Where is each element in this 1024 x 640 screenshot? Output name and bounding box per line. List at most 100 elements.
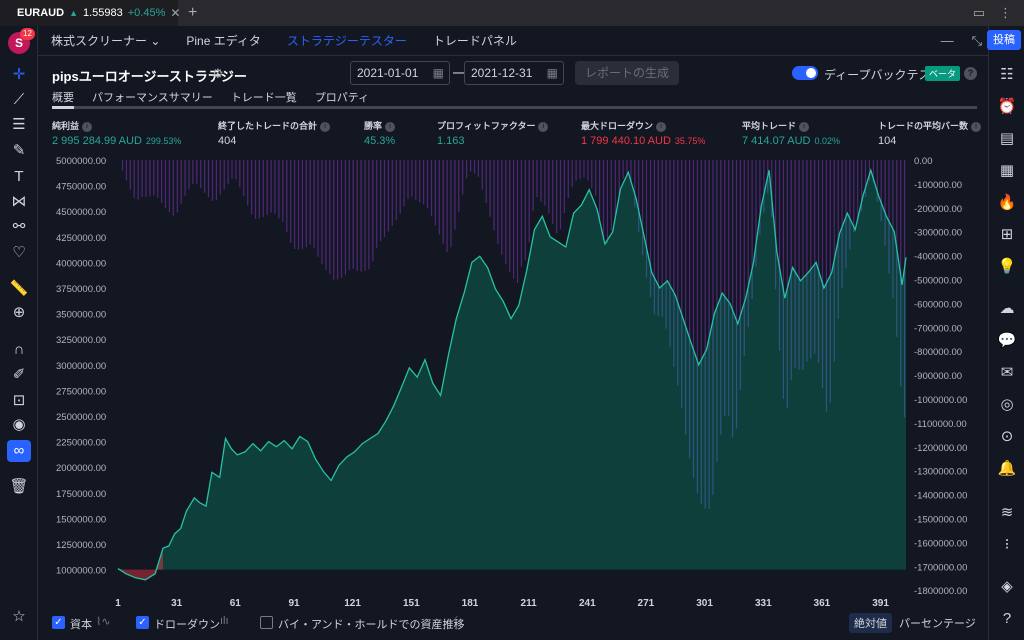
drawdown-bar — [235, 160, 237, 180]
calendar-icon[interactable]: ▦ — [432, 66, 444, 80]
drawdown-overlap-bar — [653, 276, 655, 315]
fib-retracement-icon[interactable]: ☰ — [12, 116, 26, 133]
drawdown-bar — [493, 160, 495, 231]
drawdown-bar — [423, 160, 425, 205]
calendar-icon[interactable]: ▦ — [999, 162, 1015, 179]
drawdown-bar — [657, 160, 659, 317]
pine-icon[interactable]: ≋ — [1000, 504, 1014, 521]
magnet-icon[interactable]: ∩ — [13, 341, 25, 358]
y-right-tick-label: -1400000.00 — [914, 491, 967, 502]
tab-stock-screener[interactable]: 株式スクリーナー ⌄ — [51, 34, 161, 48]
drawdown-bar — [313, 160, 315, 248]
link-icon[interactable]: ∞ — [7, 440, 31, 462]
date-from-field[interactable]: 2021-01-01 ▦ — [350, 61, 450, 85]
news-icon[interactable]: ▤ — [999, 130, 1015, 147]
drawdown-overlap-bar — [853, 225, 855, 233]
drawdown-bar — [196, 160, 198, 184]
x-tick-label: 181 — [462, 598, 479, 609]
drawdown-bar — [426, 160, 429, 209]
heart-icon[interactable]: ♡ — [12, 244, 26, 261]
generate-report-button[interactable]: レポートの生成 — [575, 61, 679, 85]
drawdown-bar — [157, 160, 159, 198]
close-tab-icon[interactable]: ✕ — [170, 6, 181, 20]
help-icon[interactable]: ? — [964, 67, 977, 80]
calendar-icon[interactable]: ▦ — [546, 66, 558, 80]
browser-tab[interactable]: EURAUD ▲ 1.55983 +0.45% ✕ — [0, 0, 181, 26]
drawdown-overlap-bar — [798, 277, 800, 370]
percentage-button[interactable]: パーセンテージ — [899, 618, 976, 630]
info-icon[interactable]: i — [82, 121, 93, 132]
trendline-icon[interactable]: ⟋ — [13, 91, 25, 108]
broadcast-icon[interactable]: ⊙ — [1000, 428, 1014, 445]
subtab-properties[interactable]: プロパティ — [314, 92, 370, 104]
watchlist-icon[interactable]: ☷ — [1000, 66, 1014, 83]
layout-icon[interactable]: ▭ — [972, 5, 985, 20]
drawdown-overlap-bar — [857, 221, 859, 223]
hotlist-icon[interactable]: 🔥 — [997, 194, 1017, 211]
drawdown-bar — [466, 160, 468, 179]
more-icon[interactable]: ⋮ — [999, 5, 1012, 20]
drawdown-bar — [790, 160, 792, 381]
collapse-icon[interactable]: ⤡ — [971, 32, 982, 48]
drawdown-bar — [180, 160, 182, 204]
deep-backtest-label: ディープバックテスト — [824, 68, 943, 82]
apps-grid-icon[interactable]: ⊞ — [1000, 226, 1014, 243]
equity-checkbox[interactable]: ✓ — [52, 616, 65, 629]
crosshair-icon[interactable]: ✛ — [12, 66, 26, 83]
info-icon[interactable]: i — [538, 121, 549, 132]
equity-label: 資本 — [70, 619, 92, 631]
subtab-trade-list[interactable]: トレード一覧 — [230, 92, 297, 104]
subtab-overview[interactable]: 概要 — [52, 92, 74, 104]
post-button[interactable]: 投稿 — [987, 30, 1021, 50]
drawdown-bar — [645, 160, 648, 278]
bell-icon[interactable]: 🔔 — [997, 460, 1017, 477]
star-icon[interactable]: ☆ — [12, 608, 26, 625]
drawdown-bar — [689, 160, 691, 459]
gear-icon[interactable]: ⚙ — [212, 66, 224, 81]
layers-icon[interactable]: ◈ — [1001, 578, 1013, 595]
lock-drawing-icon[interactable]: ✐ — [12, 366, 26, 383]
zoom-in-icon[interactable]: ⊕ — [12, 304, 26, 321]
cloud-icon[interactable]: ☁ — [999, 300, 1015, 317]
y-right-tick-label: -1300000.00 — [914, 467, 967, 478]
messages-icon[interactable]: ✉ — [1000, 364, 1014, 381]
equity-chart[interactable]: 5000000.00 4750000.00 4500000.00 4250000.00… — [38, 150, 988, 612]
alarm-icon[interactable]: ⏰ — [997, 98, 1017, 115]
projection-icon[interactable]: ⚯ — [12, 218, 26, 235]
metric-total-closed-trades: 終了したトレードの合計 i 404 — [218, 119, 331, 147]
new-tab-icon[interactable]: + — [188, 4, 198, 21]
tab-trading-panel[interactable]: トレードパネル — [432, 34, 517, 48]
buyhold-checkbox[interactable] — [260, 616, 273, 629]
info-icon[interactable]: i — [799, 121, 810, 132]
drawdown-bar — [231, 160, 233, 179]
pattern-icon[interactable]: ⋈ — [11, 193, 27, 210]
stream-icon[interactable]: ◎ — [1000, 396, 1014, 413]
drawdown-overlap-bar — [794, 270, 796, 368]
deep-backtest-toggle[interactable] — [792, 66, 818, 80]
dom-icon[interactable]: ⁝ — [1004, 536, 1010, 553]
info-icon[interactable]: i — [320, 121, 331, 132]
eye-icon[interactable]: ◉ — [12, 416, 26, 433]
help-icon[interactable]: ? — [1002, 610, 1012, 627]
tab-strategy-tester[interactable]: ストラテジーテスター — [286, 34, 407, 48]
info-icon[interactable]: i — [385, 121, 396, 132]
brush-icon[interactable]: ✎ — [12, 142, 26, 159]
drawdown-bar — [794, 160, 796, 368]
minimize-icon[interactable]: — — [940, 32, 954, 48]
absolute-value-button[interactable]: 絶対値 — [849, 613, 892, 633]
info-icon[interactable]: i — [656, 121, 667, 132]
text-tool-icon[interactable]: T — [14, 168, 24, 185]
subtab-performance-summary[interactable]: パフォーマンスサマリー — [92, 92, 213, 104]
drawdown-checkbox[interactable]: ✓ — [136, 616, 149, 629]
tab-pine-editor[interactable]: Pine エディタ — [186, 34, 261, 48]
drawdown-bar — [548, 160, 550, 214]
info-icon[interactable]: i — [971, 121, 982, 132]
date-to-field[interactable]: 2021-12-31 ▦ — [464, 61, 564, 85]
trash-icon[interactable]: 🗑 — [9, 478, 29, 495]
lock-icon[interactable]: ⊡ — [12, 392, 26, 409]
y-left-tick-label: 2250000.00 — [56, 438, 106, 449]
drawdown-bar — [133, 160, 135, 198]
ruler-icon[interactable]: 📏 — [9, 280, 29, 297]
chat-icon[interactable]: 💬 — [997, 332, 1017, 349]
ideas-icon[interactable]: 💡 — [997, 258, 1017, 275]
